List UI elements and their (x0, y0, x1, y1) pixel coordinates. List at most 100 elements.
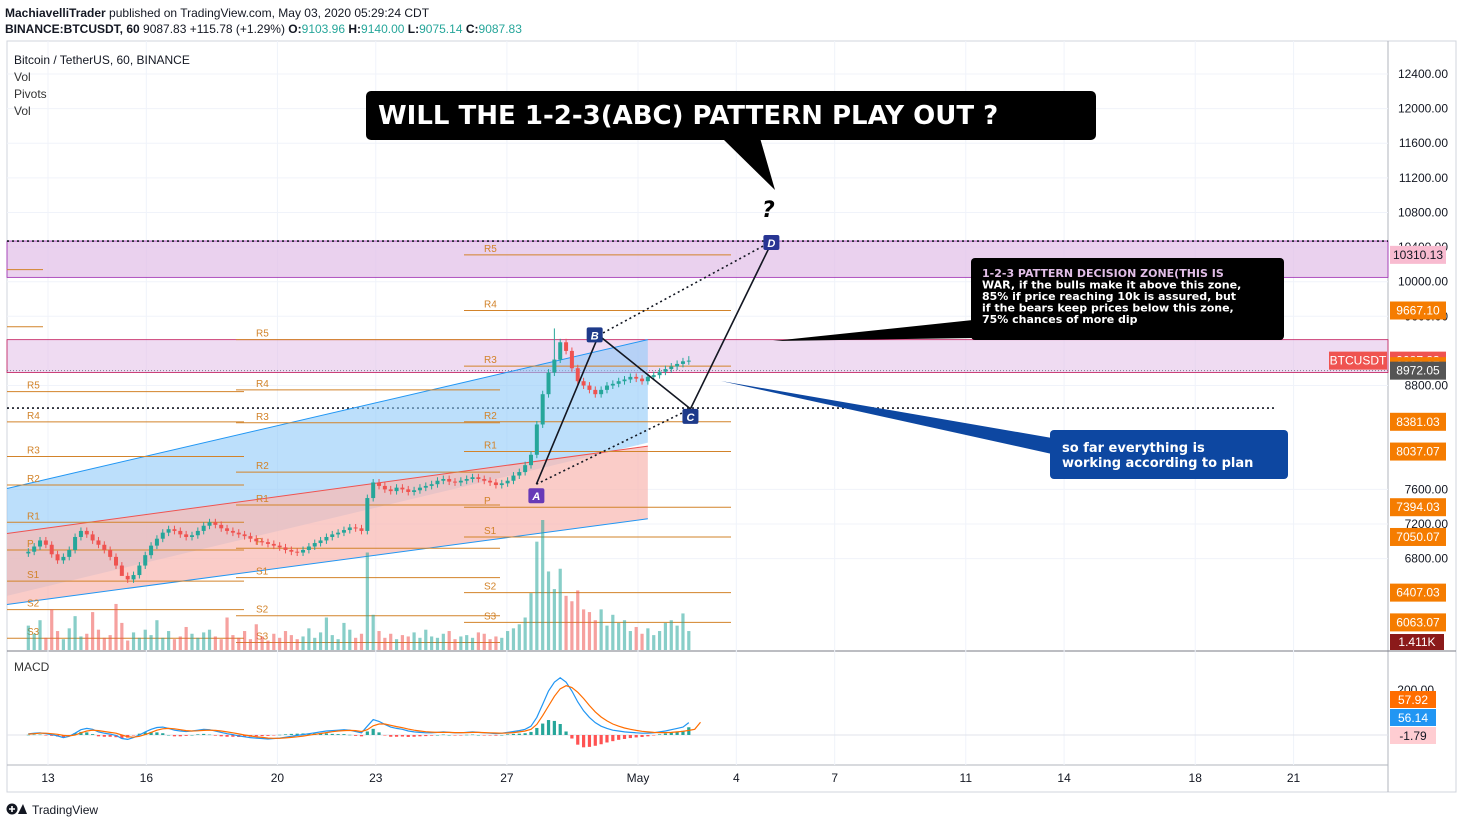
volume-bar (681, 613, 685, 650)
candle-body (195, 530, 200, 536)
macd-histogram-bar (412, 735, 416, 737)
macd-histogram-bar (73, 733, 77, 735)
volume-bar (126, 640, 130, 650)
candle-body (277, 545, 282, 548)
volume-bar (324, 617, 329, 650)
macd-histogram-bar (196, 734, 200, 735)
volume-bar (44, 637, 48, 650)
point-marker (528, 488, 545, 504)
legend-vol-2: Vol (14, 104, 31, 118)
candle-body (511, 475, 516, 481)
candle-body (219, 524, 224, 529)
volume-bar (359, 633, 364, 650)
decision-callout (971, 258, 1284, 340)
point-marker (682, 408, 699, 424)
volume-bar (137, 637, 141, 650)
progress-pointer (721, 381, 1052, 454)
macd-histogram-bar (32, 734, 36, 736)
channel-bottom-line (6, 518, 648, 605)
macd-histogram-bar (242, 735, 247, 737)
price-tag-box (1329, 351, 1387, 370)
point-marker (763, 235, 780, 251)
macd-histogram-bar (581, 735, 586, 748)
macd-histogram-bar (687, 727, 691, 735)
volume-bar (79, 636, 83, 650)
decision-callout-text: 75% chances of more dip (982, 313, 1138, 326)
macd-histogram-bar (371, 728, 375, 735)
candle-body (324, 536, 329, 541)
candle-body (341, 530, 346, 533)
macd-histogram-bar (622, 735, 627, 739)
macd-histogram-bar (406, 735, 410, 737)
macd-tag: 57.92 (1398, 693, 1428, 707)
volume-bar (669, 620, 673, 650)
macd-histogram-bar (657, 734, 662, 735)
y-tick-label: 10000.00 (1398, 275, 1448, 289)
legend-macd: MACD (14, 660, 50, 674)
chart-frame (6, 40, 1457, 793)
macd-histogram-bar (646, 735, 650, 737)
price-tag-box (1390, 498, 1446, 517)
volume-bar (336, 639, 340, 650)
decision-callout-text: 85% if price reaching 10k is assured, bu… (982, 290, 1236, 303)
price-tag-box (1390, 412, 1446, 431)
macd-histogram-bar (418, 735, 422, 737)
lower-zone (6, 339, 1389, 373)
y-tick-label: 7600.00 (1405, 482, 1449, 496)
candle-body (149, 545, 154, 556)
volume-bar (511, 628, 516, 650)
title-callout-text: WILL THE 1-2-3(ABC) PATTERN PLAY OUT ? (378, 101, 998, 131)
candle-body (417, 487, 422, 491)
publish-info: MachiavelliTrader published on TradingVi… (5, 6, 429, 20)
candle-body (599, 389, 604, 395)
progress-callout-text: so far everything is (1062, 441, 1205, 456)
volume-bar (143, 629, 147, 650)
macd-histogram-bar (213, 735, 217, 736)
candle-body (102, 544, 107, 550)
older-pivot-label: S2 (27, 599, 40, 610)
volume-bar (213, 636, 217, 650)
price-tag-pivot: 8381.03 (1396, 415, 1440, 429)
candle-body (564, 342, 569, 351)
prev-pivot-label: S1 (256, 567, 269, 578)
price-tag-box (1390, 583, 1446, 602)
macd-histogram-bar (44, 735, 48, 736)
volume-bar (622, 620, 627, 650)
last-price: 9087.83 (143, 22, 187, 36)
macd-histogram-bar (231, 735, 235, 737)
macd-histogram-bar (26, 734, 30, 736)
volume-bar (646, 628, 650, 650)
volume-bar (541, 520, 545, 650)
candle-body (271, 543, 276, 546)
price-tag-pivot: 8037.07 (1396, 445, 1440, 459)
volume-bar (535, 541, 539, 650)
time-axis[interactable]: 13 16 20 23 27 May 4 7 11 14 18 21 (41, 771, 1300, 785)
macd-histogram-bar (476, 735, 480, 736)
candle-body (242, 534, 247, 537)
ohlc-line: BINANCE:BTCUSDT, 60 9087.83 +115.78 (+1.… (5, 22, 522, 36)
older-pivot-label: R2 (27, 474, 40, 485)
candle-body (38, 540, 43, 547)
volume-bar (108, 635, 112, 650)
volume-bar (652, 635, 656, 650)
prev-pivot-label: R4 (256, 379, 269, 390)
volume-bar (371, 614, 375, 650)
volume-bar (506, 631, 510, 650)
macd-histogram-bar (155, 732, 159, 735)
older-pivot-label: R1 (27, 511, 40, 522)
x-tick-label: 16 (140, 771, 154, 785)
candle-body (686, 360, 691, 362)
volume-tag: 1.411K (1398, 635, 1435, 649)
candle-body (423, 485, 428, 488)
volume-bar (394, 639, 399, 650)
volume-bar (605, 625, 609, 650)
price-axis[interactable]: 12400.00 12000.00 11600.00 11200.00 10800.00… (1329, 67, 1448, 744)
volume-bar (254, 624, 258, 650)
macd-histogram-bar (67, 735, 71, 736)
candle-body (172, 529, 177, 531)
progress-callout-text: working according to plan (1062, 456, 1253, 471)
y-tick-label: 11600.00 (1399, 136, 1448, 150)
candle-body (143, 555, 148, 566)
volume-bar (354, 637, 358, 650)
